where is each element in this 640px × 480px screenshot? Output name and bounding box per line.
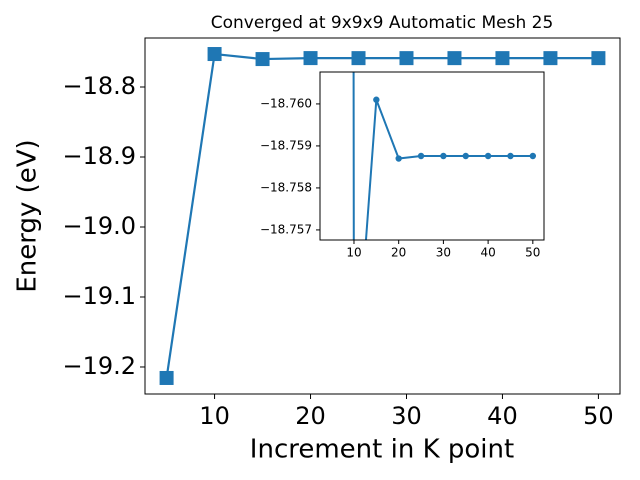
x-tick-label: 40: [487, 402, 518, 430]
y-tick-label: −19.0: [62, 212, 136, 240]
y-tick-label: −18.9: [62, 142, 136, 170]
marker: [207, 47, 222, 62]
marker: [303, 51, 318, 66]
marker: [159, 370, 174, 385]
axes-frame: [319, 71, 545, 241]
marker: [495, 51, 510, 66]
marker: [591, 51, 606, 66]
axes-frame: [144, 37, 621, 395]
y-tick-label: −18.760: [260, 96, 312, 110]
y-tick-label: −18.758: [260, 180, 312, 194]
marker: [351, 399, 357, 405]
marker: [395, 155, 402, 162]
y-axis-label: Energy (eV): [13, 139, 43, 292]
x-tick-label: 20: [391, 246, 406, 260]
marker: [447, 51, 462, 66]
x-tick-label: 50: [525, 246, 540, 260]
y-tick-label: −19.2: [62, 352, 136, 380]
marker: [529, 152, 537, 160]
x-tick-label: 20: [295, 402, 326, 430]
marker: [399, 51, 414, 66]
x-tick-label: 40: [480, 246, 495, 260]
x-tick-label: 30: [391, 402, 422, 430]
marker: [255, 52, 270, 67]
marker: [543, 51, 558, 66]
line: [165, 52, 599, 379]
chart-title: Converged at 9x9x9 Automatic Mesh 25: [211, 13, 554, 33]
marker: [351, 51, 366, 66]
x-axis-label: Increment in K point: [250, 435, 514, 465]
marker: [417, 152, 425, 160]
line: [352, 72, 533, 240]
y-tick-label: −19.1: [62, 282, 136, 310]
marker: [440, 152, 447, 160]
y-tick-label: −18.759: [260, 138, 312, 152]
marker: [507, 152, 514, 160]
x-tick-label: 10: [346, 246, 361, 260]
x-tick-label: 10: [199, 402, 230, 430]
marker: [373, 96, 380, 103]
marker: [462, 152, 469, 160]
y-tick-label: −18.8: [62, 72, 136, 100]
x-tick-label: 50: [583, 402, 614, 430]
marker: [484, 152, 492, 160]
series: [159, 47, 606, 385]
y-tick-label: −18.757: [260, 222, 312, 236]
series: [351, 72, 537, 405]
x-tick-label: 30: [436, 246, 451, 260]
